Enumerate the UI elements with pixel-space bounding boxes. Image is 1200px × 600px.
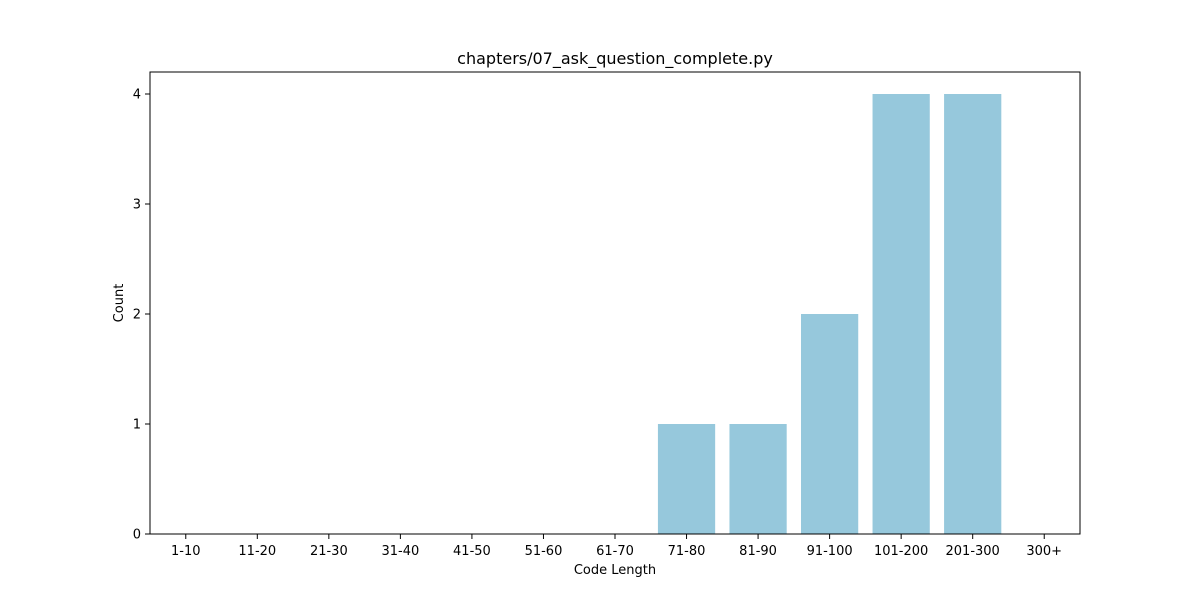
x-axis-label: Code Length — [574, 563, 656, 578]
y-tick-label: 2 — [133, 308, 141, 323]
x-tick-label: 91-100 — [807, 544, 853, 559]
x-tick-label: 101-200 — [874, 544, 928, 559]
x-tick-label: 81-90 — [739, 544, 777, 559]
x-axis-ticks: 1-10 11-20 21-30 31-40 41-50 51-60 61-70 71-80 8… — [171, 534, 1062, 559]
x-tick-label: 300+ — [1026, 544, 1062, 559]
bar-81-90 — [729, 424, 787, 534]
x-tick-label: 31-40 — [381, 544, 419, 559]
x-tick-label: 71-80 — [668, 544, 706, 559]
x-tick-label: 51-60 — [525, 544, 563, 559]
x-tick-label: 201-300 — [946, 544, 1000, 559]
y-axis-label: Count — [112, 284, 127, 323]
x-tick-label: 61-70 — [596, 544, 634, 559]
bar-91-100 — [801, 314, 859, 534]
bar-101-200 — [872, 94, 930, 534]
x-tick-label: 41-50 — [453, 544, 491, 559]
x-tick-label: 11-20 — [238, 544, 276, 559]
x-tick-label: 21-30 — [310, 544, 348, 559]
x-tick-label: 1-10 — [171, 544, 201, 559]
y-tick-label: 3 — [133, 198, 141, 213]
y-axis-ticks: 0 1 2 3 4 — [133, 88, 150, 543]
y-tick-label: 4 — [133, 88, 141, 103]
bar-201-300 — [944, 94, 1002, 534]
y-tick-label: 0 — [133, 528, 141, 543]
bar-71-80 — [657, 424, 716, 534]
chart-title: chapters/07_ask_question_complete.py — [457, 49, 773, 69]
plot-frame — [149, 71, 1081, 535]
bars-group — [657, 94, 1002, 534]
y-tick-label: 1 — [133, 418, 141, 433]
